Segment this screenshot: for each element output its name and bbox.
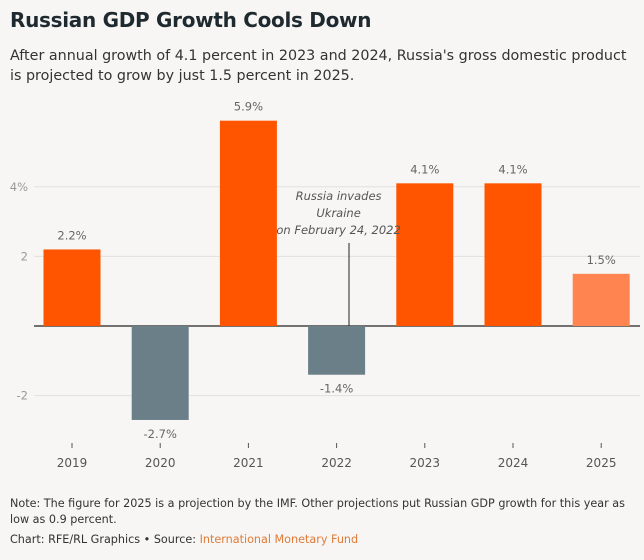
x-tick-label: 2021 <box>233 456 264 470</box>
data-label: 2.2% <box>57 228 86 242</box>
annotation-text: Russia invades <box>296 189 382 203</box>
bar-2023 <box>396 183 454 326</box>
source-link[interactable]: International Monetary Fund <box>199 533 359 546</box>
bar-2022 <box>308 326 366 375</box>
data-label: 1.5% <box>587 253 616 267</box>
bar-2025 <box>572 273 630 326</box>
bar-2024 <box>484 183 542 326</box>
x-tick-label: 2022 <box>321 456 352 470</box>
chart-title: Russian GDP Growth Cools Down <box>10 8 372 32</box>
x-tick-label: 2020 <box>145 456 176 470</box>
y-tick-label: 2 <box>21 249 28 263</box>
bar-chart: 4% 2 -2 2.2% -2.7% 5.9% -1.4% 4.1% 4.1% 1.5% 2019 2… <box>10 100 640 470</box>
y-tick-label: 4% <box>10 180 28 194</box>
x-tick-label: 2019 <box>57 456 88 470</box>
annotation-text: on February 24, 2022 <box>276 223 400 237</box>
x-tick-label: 2023 <box>410 456 441 470</box>
credit-source-label: Source: <box>153 533 200 546</box>
credit-chart: Chart: RFE/RL Graphics <box>10 533 141 546</box>
x-tick-label: 2025 <box>586 456 617 470</box>
bar-2020 <box>131 326 189 420</box>
chart-subtitle: After annual growth of 4.1 percent in 20… <box>10 48 627 84</box>
credit-separator: • <box>140 533 154 546</box>
data-label: -2.7% <box>144 427 177 441</box>
annotation-text: Ukraine <box>316 206 360 220</box>
data-label: 4.1% <box>498 162 527 176</box>
x-tick-label: 2024 <box>498 456 529 470</box>
y-tick-label: -2 <box>17 389 28 403</box>
chart-credit: Chart: RFE/RL Graphics • Source: Interna… <box>10 533 358 546</box>
chart-note: Note: The figure for 2025 is a projectio… <box>10 497 625 526</box>
data-label: 5.9% <box>234 100 263 114</box>
bar-2019 <box>43 249 101 326</box>
bar-2021 <box>219 120 277 327</box>
data-label: -1.4% <box>320 382 353 396</box>
data-label: 4.1% <box>410 162 439 176</box>
